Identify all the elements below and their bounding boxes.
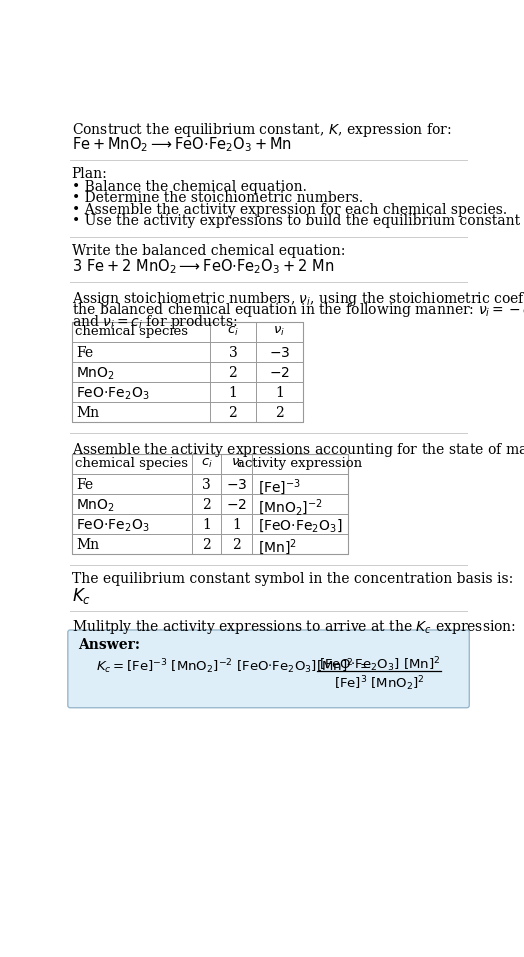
Text: $[\mathrm{FeO{\cdot}Fe_2O_3}]$: $[\mathrm{FeO{\cdot}Fe_2O_3}]$ <box>258 518 343 534</box>
Text: $\nu_i$: $\nu_i$ <box>231 456 243 470</box>
Text: $\mathrm{Fe + MnO_2 \longrightarrow FeO{\cdot}Fe_2O_3 + Mn}$: $\mathrm{Fe + MnO_2 \longrightarrow FeO{… <box>72 135 292 153</box>
Bar <box>72 454 347 554</box>
Text: 2: 2 <box>275 406 284 420</box>
Text: • Assemble the activity expression for each chemical species.: • Assemble the activity expression for e… <box>72 203 507 216</box>
Text: Fe: Fe <box>77 345 93 360</box>
Text: $\mathrm{FeO{\cdot}Fe_2O_3}$: $\mathrm{FeO{\cdot}Fe_2O_3}$ <box>77 386 150 402</box>
Text: $K_c$: $K_c$ <box>72 586 91 606</box>
Text: Answer:: Answer: <box>78 638 140 653</box>
Text: Mn: Mn <box>77 538 100 551</box>
Text: 1: 1 <box>228 386 237 400</box>
Text: chemical species: chemical species <box>75 325 188 338</box>
Bar <box>72 322 303 422</box>
Text: 1: 1 <box>275 386 284 400</box>
Text: The equilibrium constant symbol in the concentration basis is:: The equilibrium constant symbol in the c… <box>72 572 513 587</box>
Text: $-3$: $-3$ <box>269 345 290 360</box>
Text: the balanced chemical equation in the following manner: $\nu_i = -c_i$ for react: the balanced chemical equation in the fo… <box>72 301 524 320</box>
Text: • Determine the stoichiometric numbers.: • Determine the stoichiometric numbers. <box>72 191 363 205</box>
Text: and $\nu_i = c_i$ for products:: and $\nu_i = c_i$ for products: <box>72 313 237 331</box>
Text: $\mathrm{3\ Fe + 2\ MnO_2 \longrightarrow FeO{\cdot}Fe_2O_3 + 2\ Mn}$: $\mathrm{3\ Fe + 2\ MnO_2 \longrightarro… <box>72 257 334 276</box>
Text: Mulitply the activity expressions to arrive at the $K_c$ expression:: Mulitply the activity expressions to arr… <box>72 618 516 636</box>
Text: activity expression: activity expression <box>237 456 362 470</box>
Text: • Use the activity expressions to build the equilibrium constant expression.: • Use the activity expressions to build … <box>72 214 524 228</box>
Text: $-2$: $-2$ <box>269 366 290 380</box>
Text: $-2$: $-2$ <box>226 498 247 512</box>
Text: $[\mathrm{Fe}]^{-3}$: $[\mathrm{Fe}]^{-3}$ <box>258 478 301 498</box>
Text: Fe: Fe <box>77 478 93 492</box>
Text: $\mathrm{MnO_2}$: $\mathrm{MnO_2}$ <box>77 498 115 514</box>
Text: chemical species: chemical species <box>75 456 188 470</box>
Text: $\nu_i$: $\nu_i$ <box>274 325 286 338</box>
Text: $[\mathrm{MnO_2}]^{-2}$: $[\mathrm{MnO_2}]^{-2}$ <box>258 498 323 518</box>
Text: Assemble the activity expressions accounting for the state of matter and $\nu_i$: Assemble the activity expressions accoun… <box>72 440 524 458</box>
Text: Assign stoichiometric numbers, $\nu_i$, using the stoichiometric coefficients, $: Assign stoichiometric numbers, $\nu_i$, … <box>72 290 524 307</box>
Text: $K_c = [\mathrm{Fe}]^{-3}\ [\mathrm{MnO_2}]^{-2}\ [\mathrm{FeO{\cdot}Fe_2O_3}][\: $K_c = [\mathrm{Fe}]^{-3}\ [\mathrm{MnO_… <box>96 657 372 676</box>
Text: $[\mathrm{FeO{\cdot}Fe_2O_3}]\ [\mathrm{Mn}]^2$: $[\mathrm{FeO{\cdot}Fe_2O_3}]\ [\mathrm{… <box>319 656 440 674</box>
Text: 2: 2 <box>202 498 211 512</box>
Text: 2: 2 <box>202 538 211 551</box>
Text: $-3$: $-3$ <box>226 478 247 492</box>
Text: 2: 2 <box>233 538 241 551</box>
Text: $\mathrm{FeO{\cdot}Fe_2O_3}$: $\mathrm{FeO{\cdot}Fe_2O_3}$ <box>77 518 150 534</box>
Text: 3: 3 <box>202 478 211 492</box>
Text: • Balance the chemical equation.: • Balance the chemical equation. <box>72 180 307 193</box>
Text: $c_i$: $c_i$ <box>227 325 239 338</box>
Text: 1: 1 <box>232 518 241 531</box>
FancyBboxPatch shape <box>68 630 470 708</box>
Text: $\mathrm{MnO_2}$: $\mathrm{MnO_2}$ <box>77 366 115 382</box>
Text: Mn: Mn <box>77 406 100 420</box>
Text: 2: 2 <box>228 366 237 380</box>
Text: $c_i$: $c_i$ <box>201 456 212 470</box>
Text: $[\mathrm{Mn}]^2$: $[\mathrm{Mn}]^2$ <box>258 538 298 557</box>
Text: 1: 1 <box>202 518 211 531</box>
Text: Write the balanced chemical equation:: Write the balanced chemical equation: <box>72 244 345 258</box>
Text: Construct the equilibrium constant, $K$, expression for:: Construct the equilibrium constant, $K$,… <box>72 121 451 139</box>
Text: 2: 2 <box>228 406 237 420</box>
Text: Plan:: Plan: <box>72 167 107 181</box>
Text: 3: 3 <box>228 345 237 360</box>
Text: $[\mathrm{Fe}]^3\ [\mathrm{MnO_2}]^2$: $[\mathrm{Fe}]^3\ [\mathrm{MnO_2}]^2$ <box>334 674 425 693</box>
